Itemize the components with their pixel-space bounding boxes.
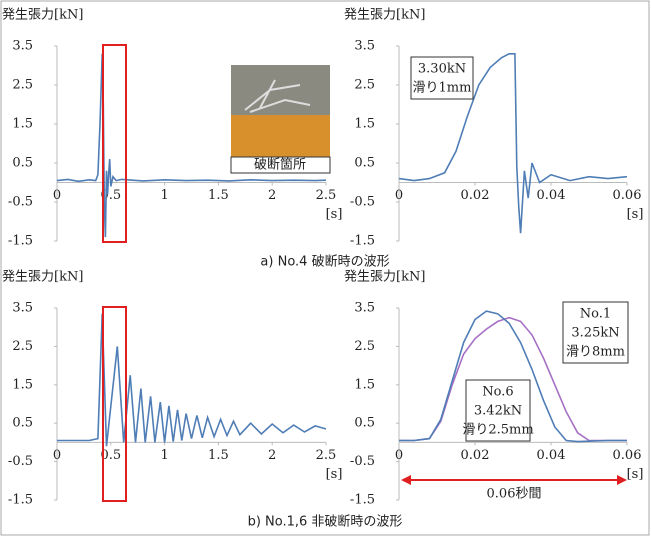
x-tick-label: 1 [160, 448, 168, 463]
y-axis-label: 発生張力[kN] [344, 8, 425, 23]
photo-wires [244, 79, 311, 113]
y-tick-label: 0.5 [354, 416, 375, 431]
x-tick-label: 0 [395, 188, 403, 203]
x-tick-label: 1 [160, 188, 168, 203]
data-line [399, 316, 627, 442]
x-tick-label: 0.04 [537, 448, 566, 463]
annotation: 滑り1mm [413, 81, 472, 96]
x-tick-label: 0.06 [613, 188, 642, 203]
y-tick-label: 2.5 [354, 78, 375, 93]
y-tick-label: 3.5 [12, 301, 33, 316]
x-unit: [s] [627, 207, 644, 222]
x-tick-label: 1.5 [208, 188, 229, 203]
y-tick-label: 0.5 [354, 156, 375, 171]
y-tick-label: -0.5 [350, 195, 375, 210]
highlight [102, 44, 127, 243]
x-tick-label: 0 [53, 188, 61, 203]
x-tick-label: 0.06 [613, 448, 642, 463]
y-axis-label: 発生張力[kN] [2, 8, 83, 23]
y-tick-label: 3.5 [354, 301, 375, 316]
y-tick-label: -0.5 [8, 195, 33, 210]
data-line [57, 313, 327, 447]
x-unit: [s] [326, 467, 343, 482]
y-tick-label: -1.5 [350, 234, 375, 249]
annotation: 3.30kN [418, 62, 466, 77]
x-tick-label: 2 [268, 188, 276, 203]
y-tick-label: 1.5 [354, 377, 375, 392]
x-tick-label: 2 [268, 448, 276, 463]
y-tick-label: 3.5 [12, 39, 33, 54]
x-tick-label: 0 [395, 448, 403, 463]
photo-label: 破断箇所 [254, 157, 306, 173]
annotation: 滑り2.5mm [462, 423, 533, 438]
photo-label-bg [230, 156, 331, 174]
x-tick-label: 0.5 [100, 448, 121, 463]
y-tick-label: 0.5 [12, 416, 33, 431]
y-tick-label: 3.5 [354, 39, 375, 54]
annotation-box [562, 301, 629, 364]
x-tick-label: 2.5 [316, 188, 337, 203]
annotation: No.6 [482, 385, 513, 400]
y-tick-label: 2.5 [12, 339, 33, 354]
photo-part [231, 115, 330, 157]
x-tick-label: 0.02 [461, 188, 490, 203]
highlight [102, 306, 127, 502]
annotation: 滑り8mm [566, 345, 625, 360]
y-tick-label: -0.5 [350, 454, 375, 469]
y-tick-label: 0.5 [12, 156, 33, 171]
x-tick-label: 0.04 [537, 188, 566, 203]
annotation: No.1 [580, 307, 611, 322]
caption: b) No.1,6 非破断時の波形 [248, 515, 403, 530]
annotation-box [465, 379, 531, 442]
y-tick-label: -1.5 [8, 493, 33, 508]
x-unit: [s] [326, 207, 343, 222]
y-tick-label: 1.5 [354, 117, 375, 132]
y-axis-label: 発生張力[kN] [2, 270, 83, 285]
y-tick-label: 2.5 [12, 78, 33, 93]
y-tick-label: 1.5 [12, 117, 33, 132]
data-line [398, 53, 628, 234]
annotation: 3.42kN [474, 404, 522, 419]
annotation: 3.25kN [571, 326, 619, 341]
data-line [399, 310, 627, 443]
x-tick-label: 0.02 [461, 448, 490, 463]
x-tick-label: 0 [53, 448, 61, 463]
span-label: 0.06秒間 [487, 487, 542, 502]
x-unit: [s] [627, 467, 644, 482]
y-axis-label: 発生張力[kN] [344, 270, 425, 285]
data-line [56, 53, 327, 238]
x-tick-label: 2.5 [316, 448, 337, 463]
y-tick-label: -1.5 [350, 493, 375, 508]
y-tick-label: 2.5 [354, 339, 375, 354]
caption: a) No.4 破断時の波形 [260, 255, 389, 270]
annotation-box [410, 56, 474, 100]
x-tick-label: 1.5 [208, 448, 229, 463]
y-tick-label: -0.5 [8, 454, 33, 469]
y-tick-label: 1.5 [12, 377, 33, 392]
y-tick-label: -1.5 [8, 234, 33, 249]
